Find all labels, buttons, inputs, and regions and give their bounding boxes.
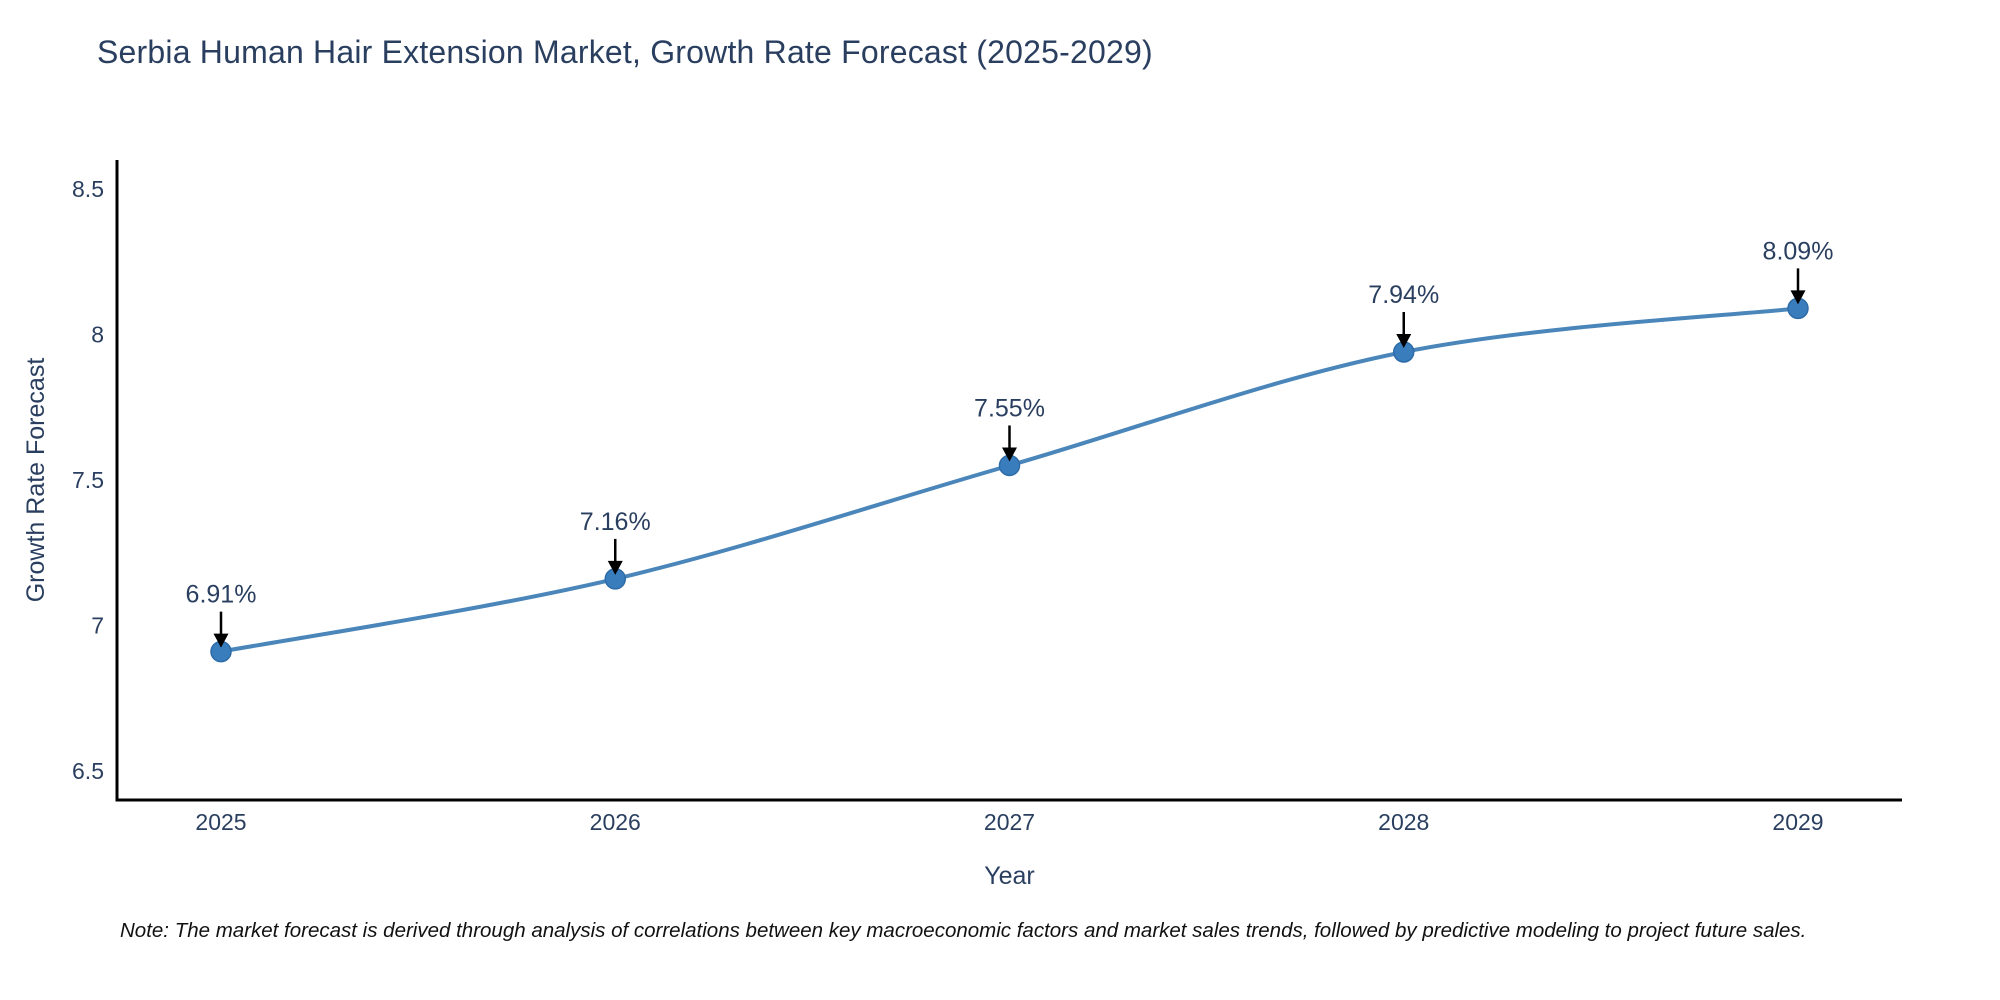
y-tick-label-7: 7	[91, 612, 104, 638]
x-tick-label-2029: 2029	[1772, 809, 1823, 835]
annotation-arrowhead-icon-2028	[1396, 334, 1412, 348]
y-tick-label-8: 8	[91, 322, 104, 348]
footnote: Note: The market forecast is derived thr…	[120, 919, 1807, 942]
chart-title: Serbia Human Hair Extension Market, Grow…	[97, 34, 1153, 70]
y-tick-label-7.5: 7.5	[72, 467, 104, 493]
annotation-arrowhead-icon-2025	[213, 633, 229, 648]
x-tick-label-2026: 2026	[590, 809, 641, 835]
data-point-label-2029: 8.09%	[1763, 237, 1834, 265]
data-point-label-2028: 7.94%	[1368, 281, 1439, 309]
x-tick-label-2028: 2028	[1378, 809, 1429, 835]
x-tick-label-2027: 2027	[984, 809, 1035, 835]
x-axis-title: Year	[984, 862, 1035, 890]
annotation-arrowhead-icon-2026	[607, 560, 623, 575]
x-tick-label-2025: 2025	[195, 809, 246, 835]
data-point-label-2026: 7.16%	[580, 508, 651, 536]
data-point-label-2027: 7.55%	[974, 394, 1045, 422]
y-tick-label-6.5: 6.5	[72, 758, 104, 784]
annotation-arrowhead-icon-2029	[1790, 290, 1806, 305]
annotation-arrowhead-icon-2027	[1002, 447, 1017, 462]
data-point-label-2025: 6.91%	[186, 581, 257, 609]
forecast-line	[219, 306, 1800, 654]
y-axis-title: Growth Rate Forecast	[22, 358, 50, 603]
y-tick-label-8.5: 8.5	[72, 176, 104, 202]
